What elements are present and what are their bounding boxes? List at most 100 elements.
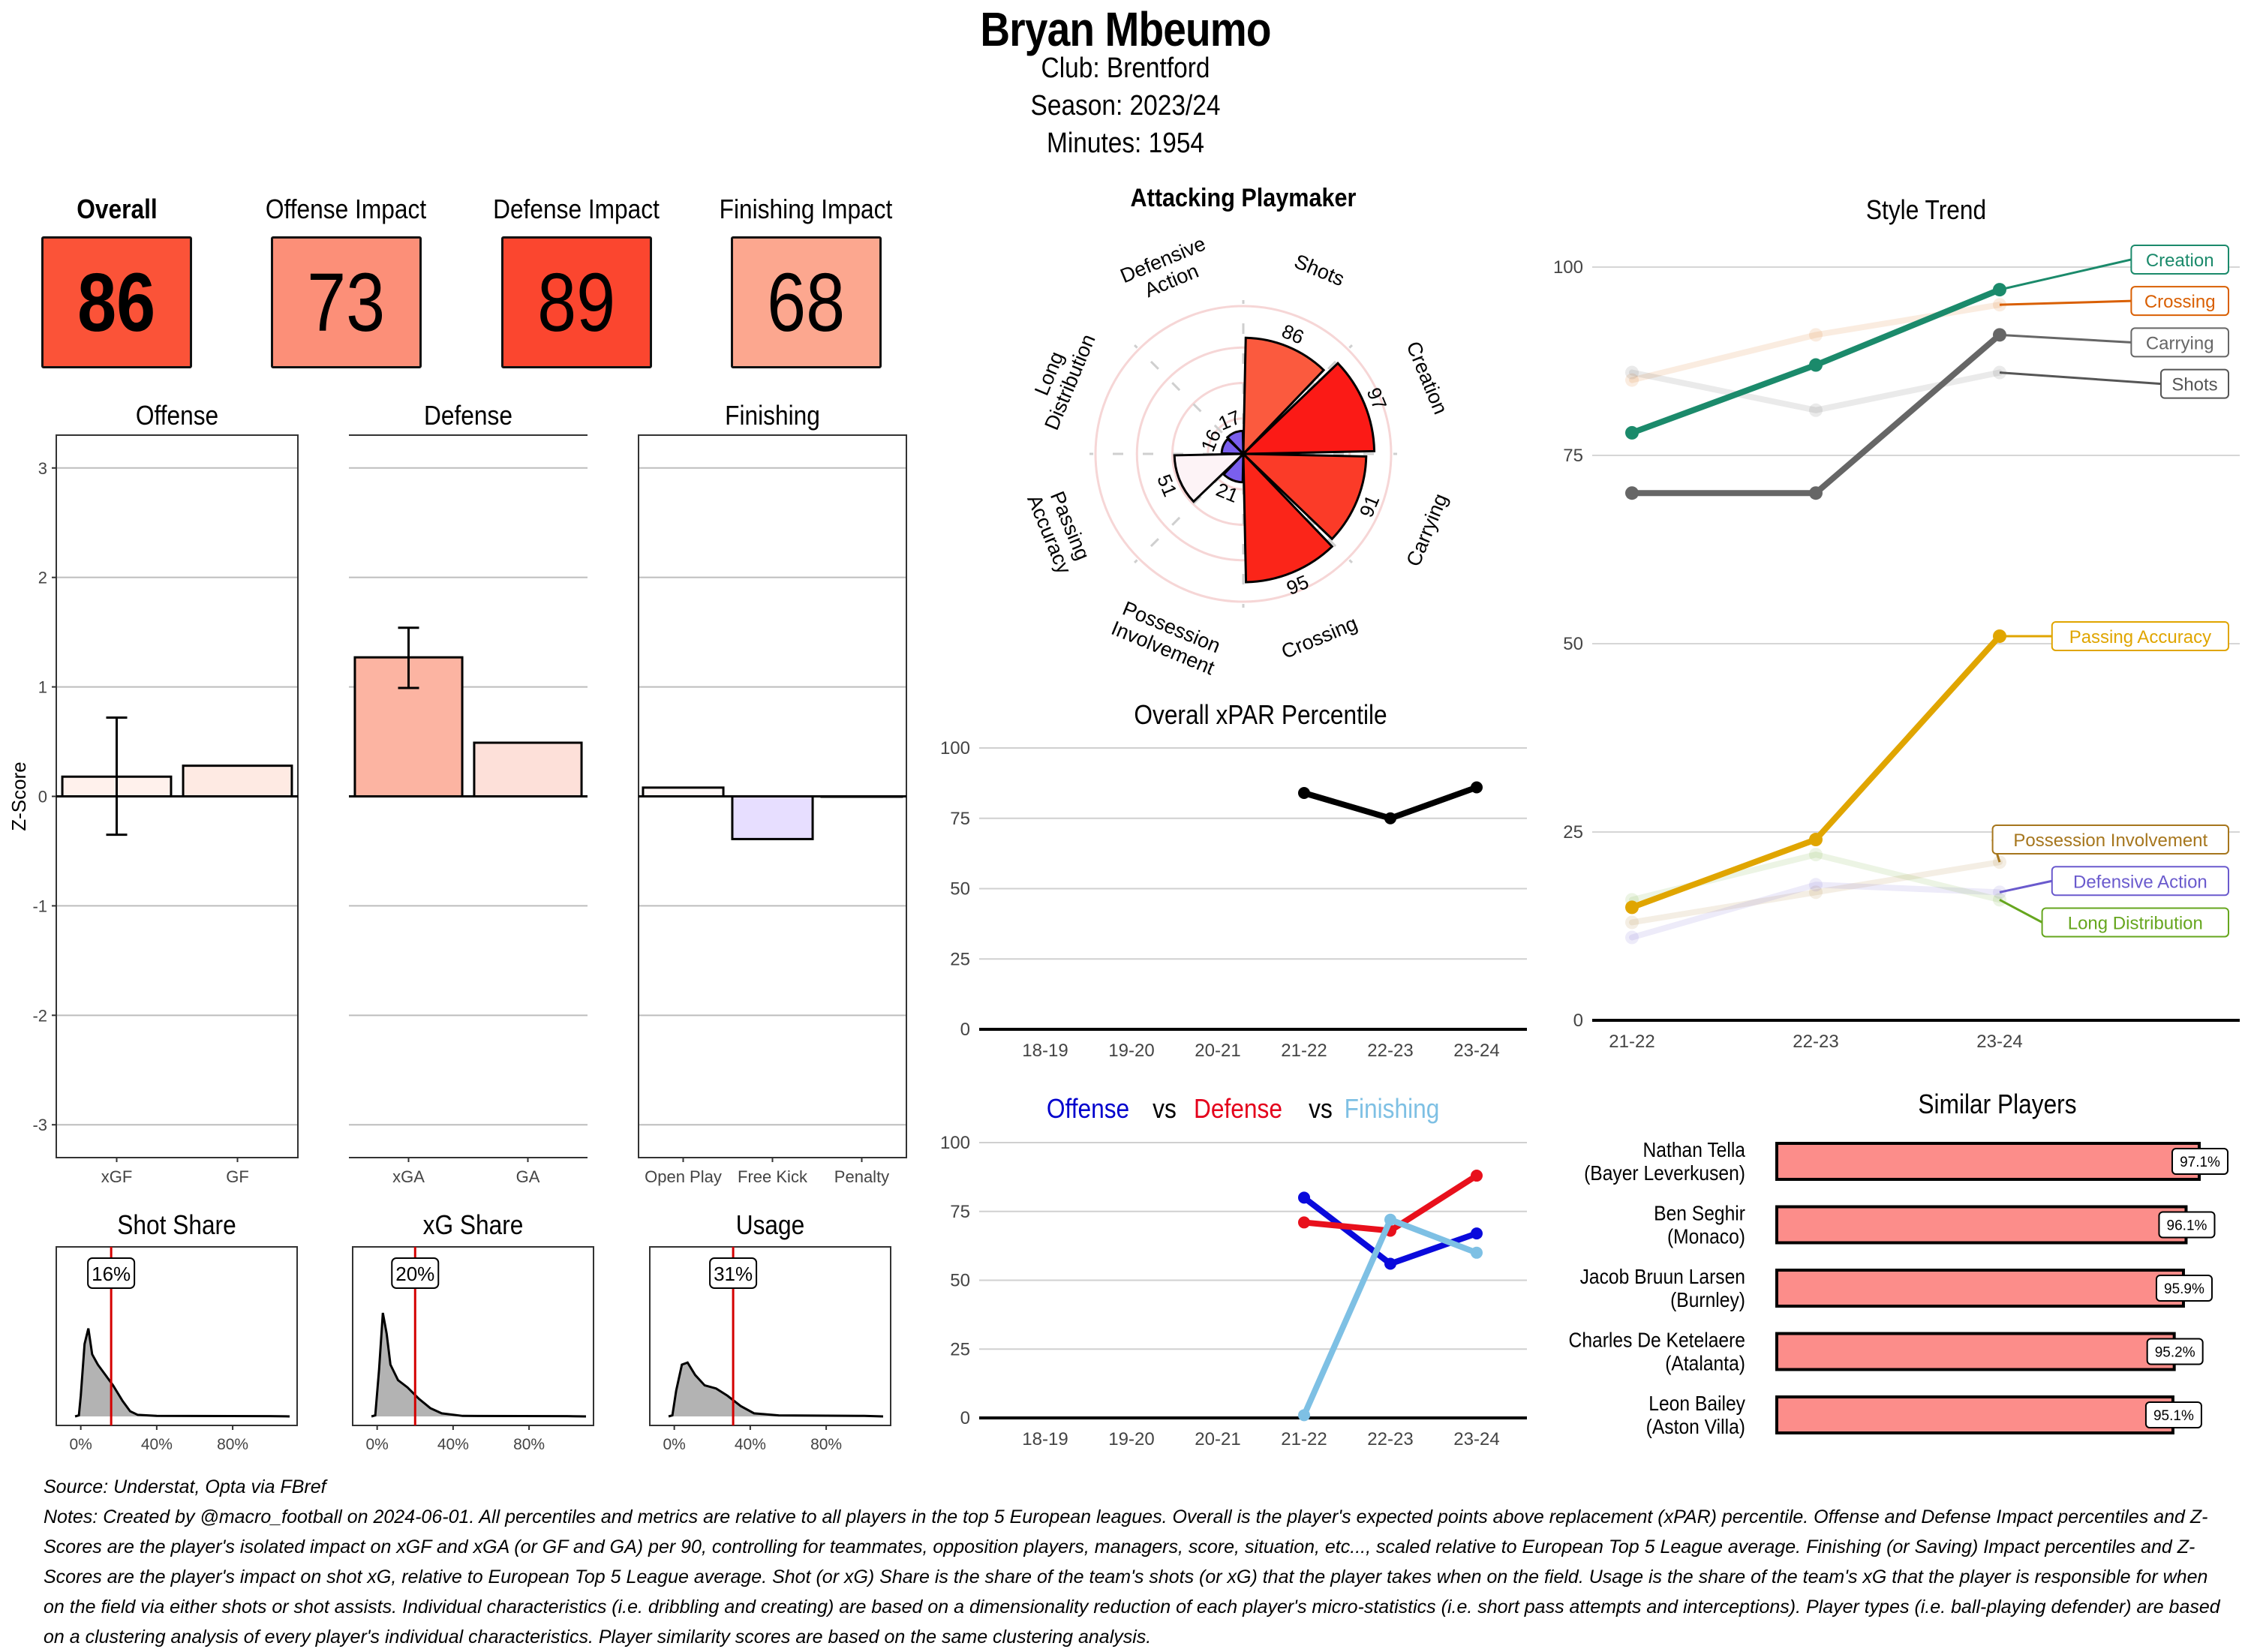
series-label: Shots — [2171, 375, 2217, 395]
x-tick-label: 80% — [513, 1436, 545, 1453]
data-point — [1809, 885, 1823, 900]
data-point — [1384, 812, 1396, 824]
similarity-label: 95.9% — [2164, 1281, 2204, 1297]
radar-wedge-possession-involvement — [1222, 451, 1245, 484]
y-tick-label: 75 — [950, 1202, 970, 1222]
x-tick-label: 21-22 — [1609, 1032, 1654, 1052]
x-tick-label: 21-22 — [1281, 1041, 1327, 1061]
y-tick-label: 100 — [940, 1133, 970, 1153]
radar-wedge-crossing — [1242, 451, 1334, 584]
player-name: Ben Seghir — [1654, 1201, 1745, 1225]
data-point — [1625, 930, 1639, 945]
y-tick-label: 0 — [1573, 1011, 1583, 1031]
value-label-box — [87, 1257, 136, 1289]
x-tick-label: 40% — [735, 1436, 766, 1453]
methodology-notes: Notes: Created by @macro_football on 202… — [44, 1506, 2220, 1647]
x-tick-label: 40% — [141, 1436, 173, 1453]
similarity-bar — [1775, 1205, 2188, 1245]
y-tick-label: 1 — [38, 678, 47, 697]
similarity-label-box — [2155, 1275, 2213, 1302]
x-tick-label: 40% — [437, 1436, 469, 1453]
series-label: Crossing — [2144, 292, 2216, 312]
player-name: Jacob Bruun Larsen — [1580, 1265, 1745, 1289]
metric-value-overall: 86 — [77, 256, 156, 349]
series-line-finishing — [1301, 1215, 1480, 1419]
series-label: Long Distribution — [2068, 913, 2203, 933]
y-tick-label: 25 — [950, 1339, 970, 1359]
x-tick-label: 21-22 — [1281, 1429, 1327, 1449]
chart-title: Overall xPAR Percentile — [1134, 700, 1387, 730]
data-point — [1298, 787, 1310, 799]
data-point — [1625, 373, 1639, 387]
data-point — [1809, 358, 1823, 372]
series-label-box — [1991, 824, 2230, 855]
y-tick-label: 25 — [1563, 822, 1583, 843]
density-curve — [74, 1328, 290, 1418]
label-leader — [1999, 371, 2162, 386]
density-curve — [668, 1361, 884, 1418]
y-tick-label: 0 — [960, 1408, 970, 1428]
data-point — [1471, 781, 1483, 794]
metric-label-overall: Overall — [77, 194, 158, 224]
similarity-bar — [1775, 1332, 2176, 1371]
radar-wedge-carrying — [1240, 452, 1368, 541]
y-tick-label: 50 — [950, 1271, 970, 1291]
similarity-label-box — [2158, 1211, 2216, 1239]
series-label-box — [2041, 907, 2230, 938]
similarity-label-box — [2146, 1338, 2204, 1365]
y-tick-label: -3 — [32, 1116, 47, 1134]
bar-ga — [473, 741, 583, 797]
x-tick-label: 23-24 — [1453, 1429, 1499, 1449]
minutes-line: Minutes: 1954 — [1046, 128, 1205, 159]
bar-free-kick — [731, 795, 814, 840]
density-frame — [649, 1246, 891, 1426]
xpar-line-chart: Overall xPAR Percentile 0 25 50 75 100 18-19 19… — [940, 700, 1527, 1061]
data-point — [1809, 878, 1823, 892]
label-leader — [1999, 333, 2132, 344]
player-club: (Aston Villa) — [1646, 1415, 1745, 1439]
x-tick-label: 18-19 — [1022, 1429, 1068, 1449]
metric-card-defense: 89 — [501, 236, 652, 368]
title-part-finishing: Finishing — [1345, 1094, 1440, 1124]
metric-label-finishing: Finishing Impact — [719, 194, 893, 224]
x-tick-label: 80% — [217, 1436, 248, 1453]
player-name: Nathan Tella — [1643, 1138, 1746, 1162]
player-club: (Bayer Leverkusen) — [1584, 1161, 1745, 1185]
player-name: Charles De Ketelaere — [1569, 1328, 1745, 1352]
similarity-label-box — [2171, 1148, 2229, 1175]
radar-ring — [1171, 382, 1315, 526]
metric-value-finishing: 68 — [767, 256, 846, 349]
player-name-title: Bryan Mbeumo — [980, 2, 1271, 56]
metric-card-finishing: 68 — [731, 236, 882, 368]
density-area — [669, 1362, 883, 1416]
radar-spoke — [1133, 344, 1245, 455]
series-label-box — [2051, 866, 2230, 897]
radar-wedge-defensive-action — [1225, 429, 1245, 457]
panel-title-offense: Offense — [136, 401, 218, 431]
y-tick-label: 100 — [1553, 257, 1583, 278]
radar-spoke — [1242, 452, 1354, 564]
share-density-panels: Shot Share 16% 0% 40% 80% xG Share 20% 0% 40% 80%… — [56, 1210, 891, 1453]
x-tick-label: Open Play — [645, 1167, 722, 1186]
series-line-possession-involvement — [1629, 859, 2003, 926]
x-tick-label: 20-21 — [1195, 1041, 1240, 1061]
data-point — [1625, 486, 1639, 500]
radar-category-label: DefensiveAction — [1117, 232, 1218, 308]
player-club: (Monaco) — [1667, 1224, 1745, 1248]
density-area — [371, 1313, 586, 1416]
player-name: Leon Bailey — [1648, 1392, 1745, 1416]
y-tick-label: 0 — [960, 1020, 970, 1040]
density-frame — [56, 1246, 298, 1426]
offense-defense-finishing-chart: Offense vs Defense vs Finishing 0 25 50 75 100 18-… — [940, 1094, 1527, 1449]
x-tick-label: 23-24 — [1453, 1041, 1499, 1061]
series-label: Creation — [2146, 251, 2214, 271]
x-tick-label: xGA — [392, 1167, 425, 1186]
x-tick-label: 0% — [69, 1436, 92, 1453]
series-label: Possession Involvement — [2013, 831, 2207, 851]
series-label-box — [2051, 620, 2230, 651]
metric-card-offense: 73 — [271, 236, 422, 368]
data-point — [1625, 900, 1639, 915]
density-title: Shot Share — [117, 1210, 236, 1240]
player-club: (Burnley) — [1670, 1288, 1745, 1312]
x-tick-label: 22-23 — [1793, 1032, 1838, 1052]
